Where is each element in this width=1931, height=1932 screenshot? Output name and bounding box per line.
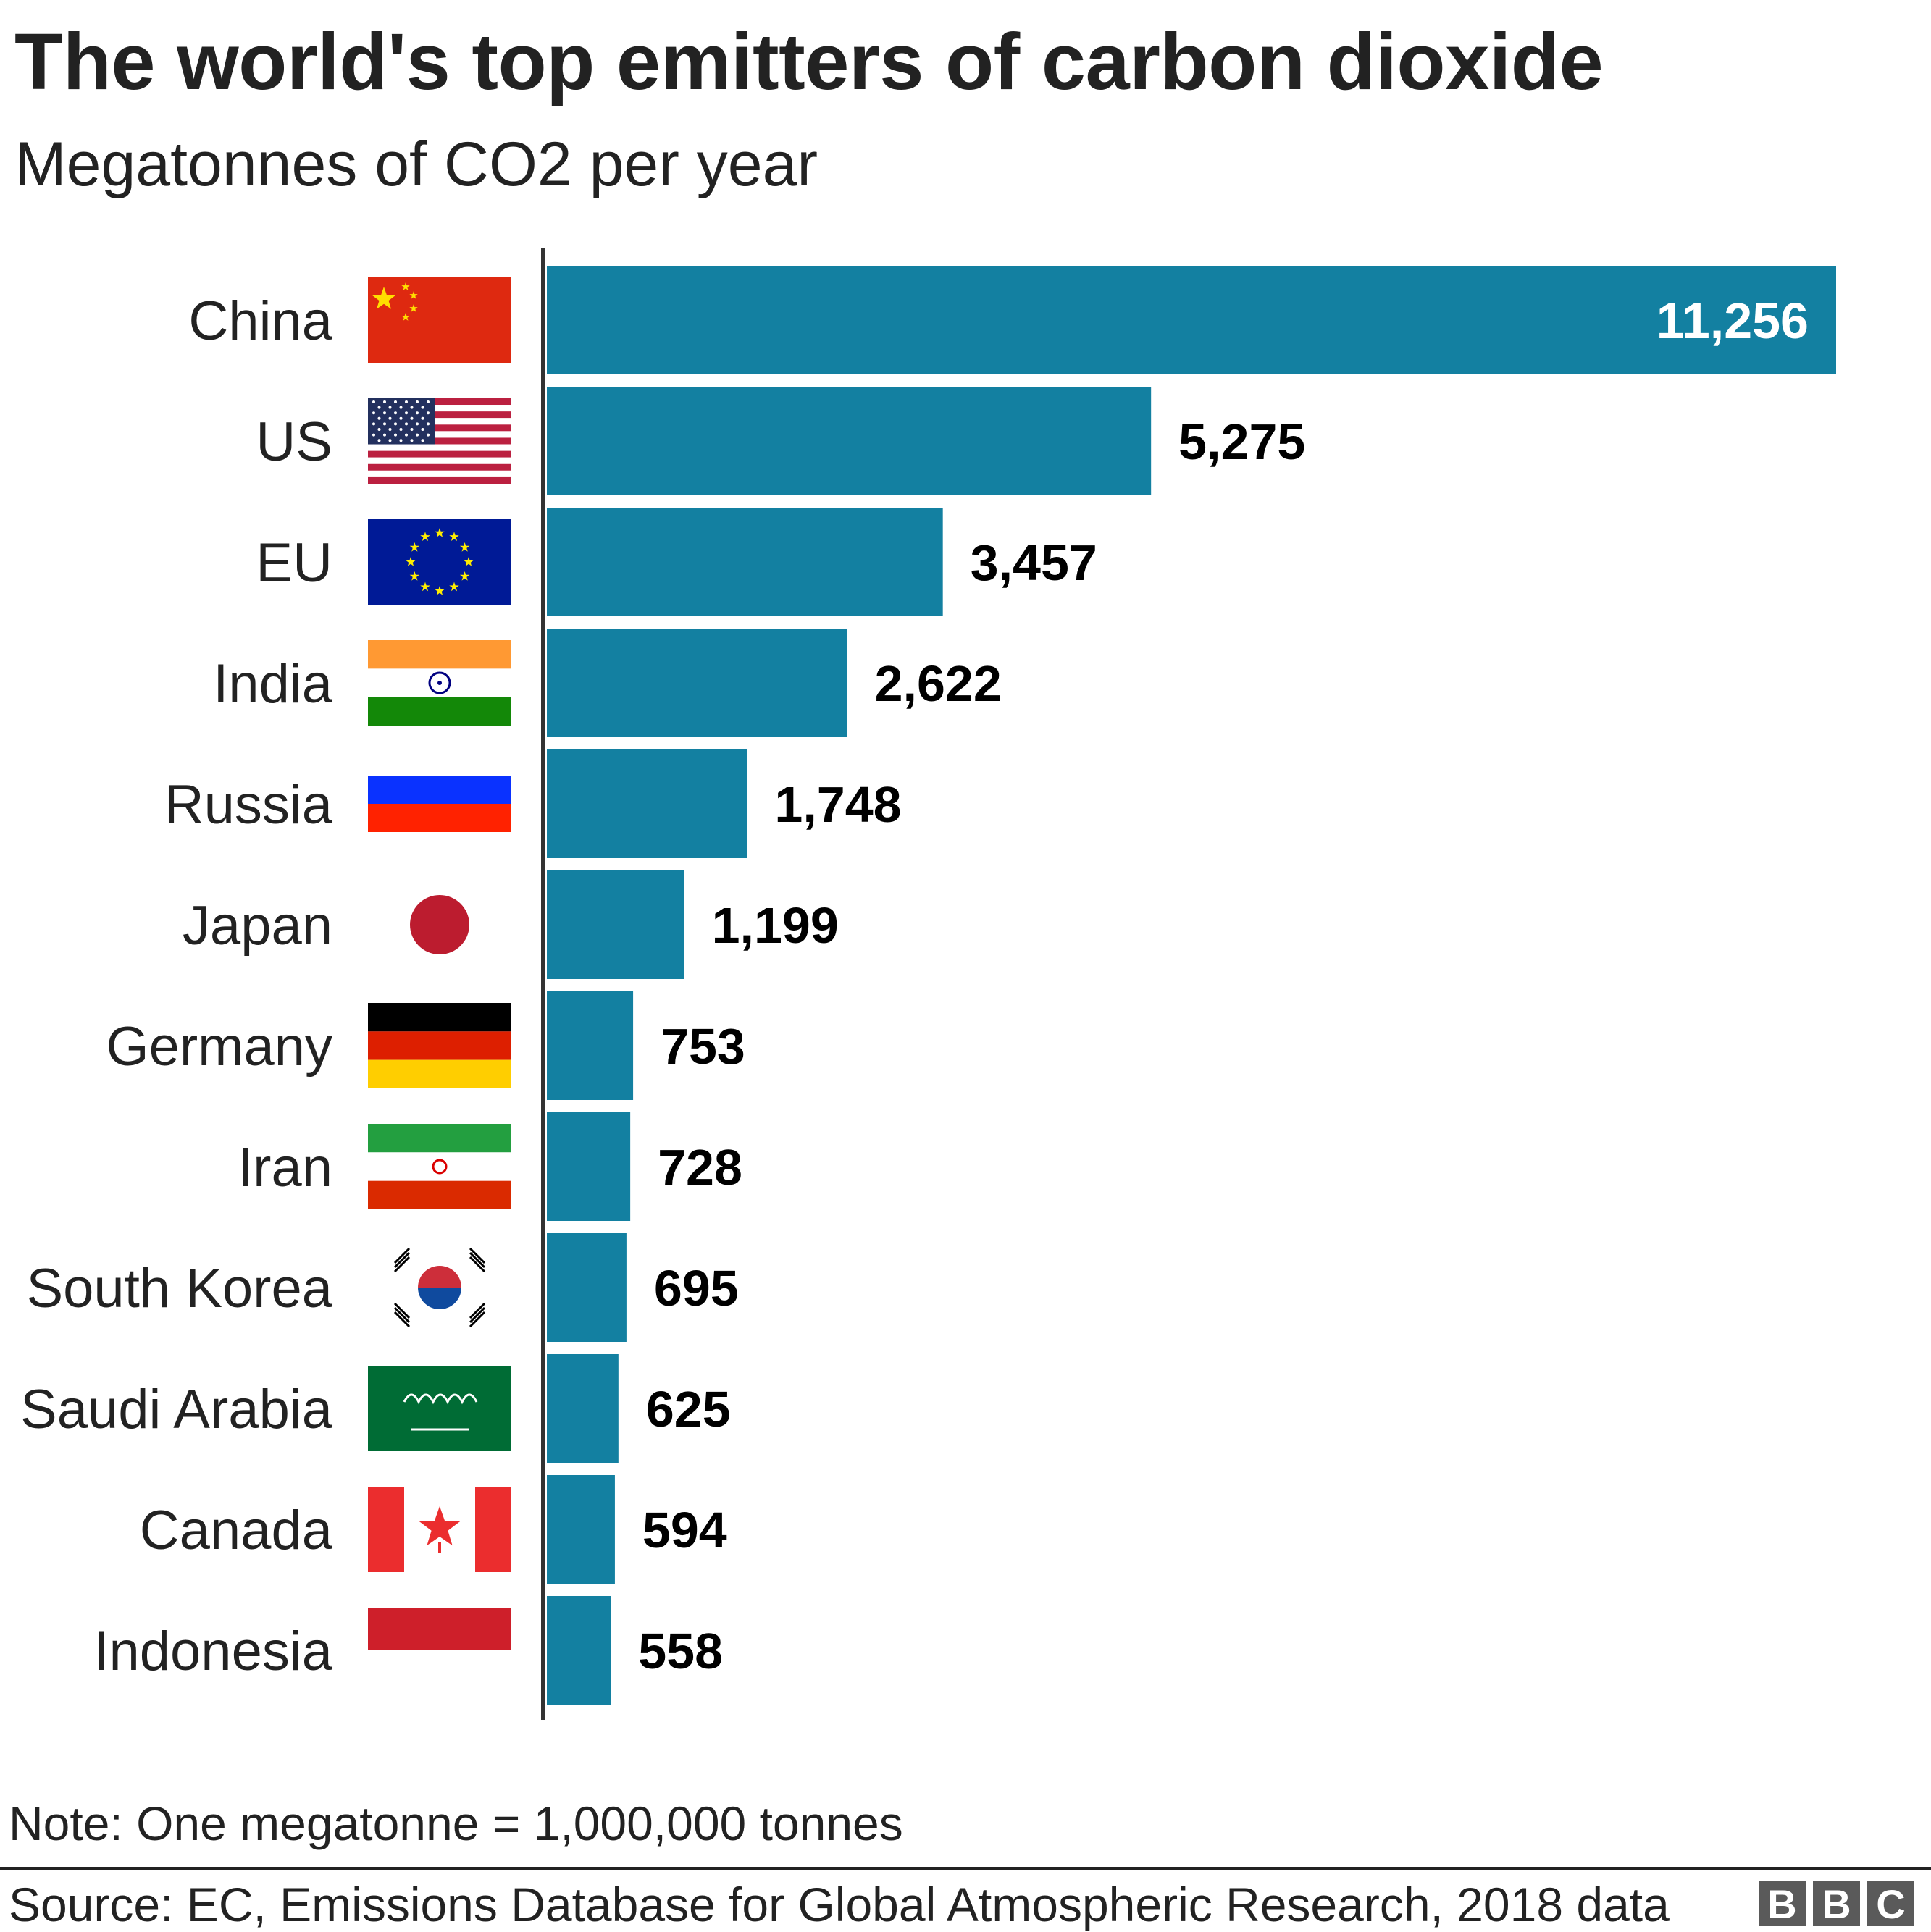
category-label: South Korea xyxy=(26,1258,332,1319)
category-label: Canada xyxy=(140,1500,333,1561)
data-label: 3,457 xyxy=(971,534,1097,591)
chart-title: The world's top emitters of carbon dioxi… xyxy=(14,17,1604,106)
canada-flag-icon xyxy=(368,1487,511,1572)
star-icon xyxy=(460,542,470,552)
star-icon xyxy=(409,291,418,299)
bbc-logo-letter: B xyxy=(1813,1881,1860,1927)
bar xyxy=(547,266,1836,374)
bar xyxy=(547,1112,631,1221)
bbc-logo-letter: B xyxy=(1759,1881,1806,1927)
data-label: 2,622 xyxy=(875,655,1002,712)
india-flag-icon xyxy=(368,640,511,726)
japan-flag-icon xyxy=(410,895,469,954)
y-axis-line xyxy=(541,248,545,1720)
star-icon xyxy=(420,581,430,592)
bar xyxy=(547,1475,615,1584)
data-label: 5,275 xyxy=(1178,413,1305,470)
russia-flag-icon xyxy=(368,776,511,832)
star-icon xyxy=(409,304,418,312)
bar xyxy=(547,387,1152,495)
category-label: Indonesia xyxy=(93,1621,332,1682)
bar xyxy=(547,1354,619,1463)
category-label: US xyxy=(256,411,332,473)
star-icon xyxy=(401,313,410,321)
star-icon xyxy=(449,532,459,541)
saudi-arabia-flag-icon xyxy=(368,1366,511,1451)
star-icon xyxy=(401,282,410,290)
divider xyxy=(0,1867,1931,1870)
bar xyxy=(547,1233,627,1342)
bar xyxy=(547,629,847,737)
bar xyxy=(547,991,634,1100)
data-label: 1,748 xyxy=(774,776,901,833)
source: Source: EC, Emissions Database for Globa… xyxy=(9,1878,1670,1931)
iran-flag-icon xyxy=(368,1124,511,1209)
category-label: China xyxy=(188,290,332,352)
star-icon xyxy=(464,557,474,566)
star-icon xyxy=(406,557,416,566)
data-label: 558 xyxy=(638,1623,723,1679)
category-label: Iran xyxy=(238,1137,332,1198)
bar xyxy=(547,870,684,979)
data-label: 728 xyxy=(658,1139,742,1196)
data-label: 1,199 xyxy=(712,897,839,954)
star-icon xyxy=(409,542,419,552)
star-icon xyxy=(460,571,470,581)
data-label: 625 xyxy=(646,1381,731,1437)
maple-leaf-icon xyxy=(419,1506,461,1546)
star-icon xyxy=(420,532,430,541)
us-flag-icon xyxy=(368,398,511,484)
star-icon xyxy=(435,528,445,537)
category-label: Russia xyxy=(164,774,333,836)
eu-flag-icon xyxy=(368,519,511,605)
category-label: Saudi Arabia xyxy=(20,1379,333,1440)
china-flag-icon xyxy=(368,277,511,363)
bbc-logo: B B C xyxy=(1759,1881,1914,1927)
bar xyxy=(547,508,943,616)
category-label: Japan xyxy=(183,895,332,957)
indonesia-flag-icon xyxy=(368,1608,511,1650)
data-label: 11,256 xyxy=(1656,293,1809,349)
chart-subtitle: Megatonnes of CO2 per year xyxy=(14,130,818,199)
category-label: EU xyxy=(256,532,332,594)
category-label: India xyxy=(213,653,333,715)
star-icon xyxy=(449,581,459,592)
note: Note: One megatonne = 1,000,000 tonnes xyxy=(9,1797,903,1850)
germany-flag-icon xyxy=(368,1003,511,1088)
bbc-logo-letter: C xyxy=(1867,1881,1914,1927)
bar xyxy=(547,749,747,858)
bar xyxy=(547,1596,611,1705)
data-label: 594 xyxy=(642,1502,727,1558)
data-label: 753 xyxy=(661,1018,745,1075)
star-icon xyxy=(372,287,396,309)
star-icon xyxy=(435,586,445,595)
category-label: Germany xyxy=(106,1016,332,1078)
star-icon xyxy=(409,571,419,581)
south-korea-flag-icon xyxy=(393,1247,486,1328)
data-label: 695 xyxy=(654,1260,739,1316)
